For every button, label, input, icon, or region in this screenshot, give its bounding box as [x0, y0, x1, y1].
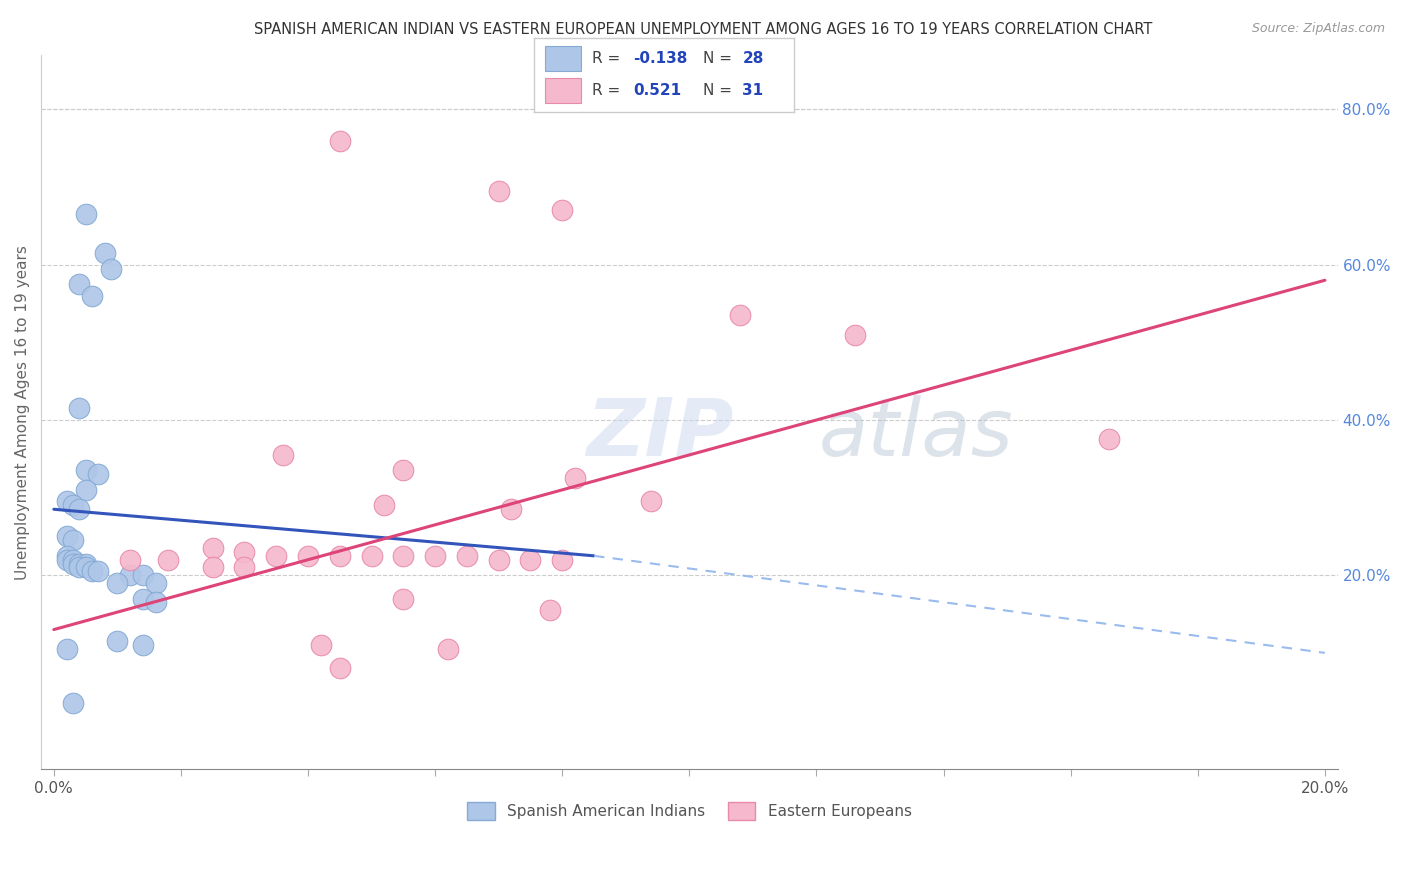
Text: N =: N =	[703, 83, 737, 98]
Point	[201, 541, 224, 555]
Point	[105, 634, 128, 648]
Point	[55, 529, 77, 543]
Point	[87, 565, 110, 579]
Point	[62, 499, 84, 513]
Point	[132, 638, 155, 652]
Point	[564, 471, 586, 485]
Point	[640, 494, 662, 508]
Point	[233, 545, 256, 559]
Point	[55, 552, 77, 566]
Point	[360, 549, 382, 563]
Point	[309, 638, 332, 652]
Point	[373, 499, 395, 513]
Point	[329, 549, 352, 563]
Point	[264, 549, 287, 563]
Point	[120, 568, 142, 582]
Point	[62, 557, 84, 571]
Point	[80, 289, 103, 303]
Point	[87, 467, 110, 482]
Point	[145, 576, 167, 591]
Text: ZIP: ZIP	[586, 394, 733, 473]
Point	[105, 576, 128, 591]
Point	[120, 552, 142, 566]
Point	[538, 603, 561, 617]
Point	[423, 549, 446, 563]
Point	[62, 696, 84, 710]
Point	[132, 591, 155, 606]
Point	[1098, 433, 1121, 447]
Point	[62, 533, 84, 548]
Point	[297, 549, 319, 563]
Point	[67, 401, 90, 416]
Point	[488, 184, 510, 198]
Point	[80, 565, 103, 579]
Point	[329, 134, 352, 148]
Point	[519, 552, 541, 566]
Y-axis label: Unemployment Among Ages 16 to 19 years: Unemployment Among Ages 16 to 19 years	[15, 244, 30, 580]
Point	[132, 568, 155, 582]
Legend: Spanish American Indians, Eastern Europeans: Spanish American Indians, Eastern Europe…	[461, 796, 918, 826]
Point	[67, 277, 90, 292]
Text: R =: R =	[592, 83, 624, 98]
Point	[551, 552, 574, 566]
Text: 31: 31	[742, 83, 763, 98]
Point	[551, 203, 574, 218]
Text: 0.521: 0.521	[633, 83, 682, 98]
FancyBboxPatch shape	[544, 45, 581, 70]
Point	[67, 557, 90, 571]
Point	[55, 549, 77, 563]
Point	[456, 549, 478, 563]
Point	[75, 560, 97, 574]
Point	[75, 463, 97, 477]
Text: -0.138: -0.138	[633, 51, 688, 66]
Point	[67, 502, 90, 516]
Point	[75, 483, 97, 497]
Point	[67, 560, 90, 574]
Text: SPANISH AMERICAN INDIAN VS EASTERN EUROPEAN UNEMPLOYMENT AMONG AGES 16 TO 19 YEA: SPANISH AMERICAN INDIAN VS EASTERN EUROP…	[254, 22, 1152, 37]
Point	[437, 642, 460, 657]
Text: R =: R =	[592, 51, 624, 66]
Point	[392, 463, 415, 477]
Point	[75, 207, 97, 221]
Point	[392, 549, 415, 563]
Point	[329, 661, 352, 675]
Point	[62, 552, 84, 566]
Text: atlas: atlas	[820, 394, 1014, 473]
Point	[157, 552, 180, 566]
Point	[145, 595, 167, 609]
Point	[501, 502, 523, 516]
Point	[55, 494, 77, 508]
Point	[271, 448, 294, 462]
Point	[233, 560, 256, 574]
Text: 28: 28	[742, 51, 763, 66]
Point	[728, 308, 751, 322]
Point	[55, 642, 77, 657]
Point	[488, 552, 510, 566]
Point	[100, 261, 122, 276]
Point	[844, 327, 866, 342]
Point	[93, 246, 115, 260]
Text: N =: N =	[703, 51, 737, 66]
Text: Source: ZipAtlas.com: Source: ZipAtlas.com	[1251, 22, 1385, 36]
Point	[201, 560, 224, 574]
FancyBboxPatch shape	[544, 78, 581, 103]
Point	[75, 557, 97, 571]
Point	[392, 591, 415, 606]
